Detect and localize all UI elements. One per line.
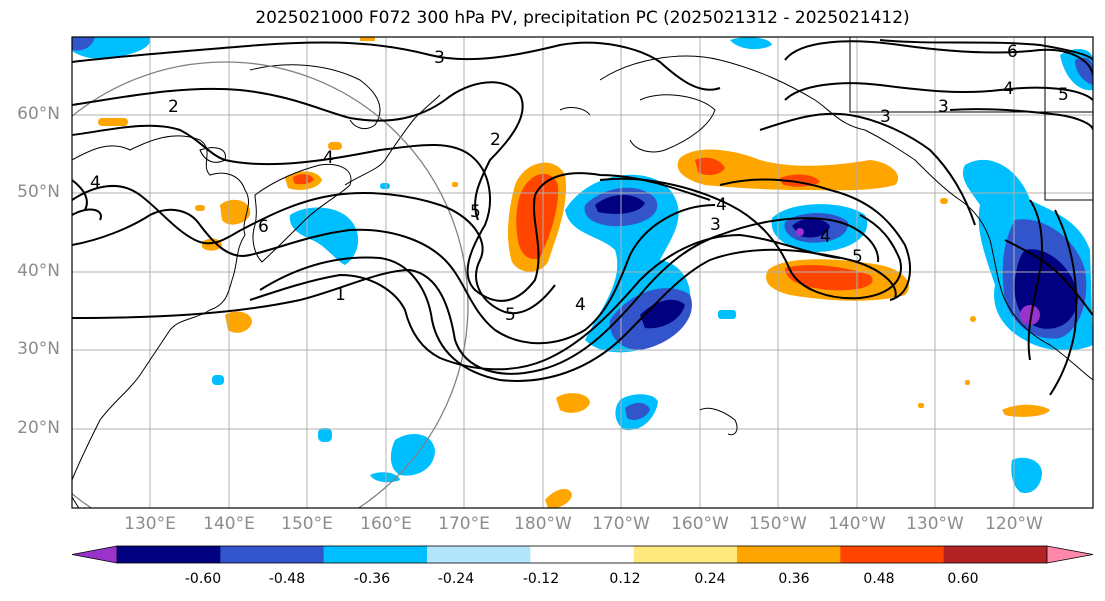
contour-label: 5 xyxy=(470,202,481,222)
contour-label: 4 xyxy=(820,227,831,247)
colorbar-extend-high xyxy=(1047,546,1093,563)
colorbar-segment xyxy=(633,546,738,563)
colorbar-segment xyxy=(117,546,221,563)
contour-label: 4 xyxy=(323,148,334,168)
contour-label: 5 xyxy=(852,247,863,267)
lon-label: 160°E xyxy=(360,514,412,534)
lat-label: 60°N xyxy=(17,104,60,124)
colorbar-segments xyxy=(72,546,1093,563)
lon-label: 170°E xyxy=(438,514,490,534)
colorbar-segment xyxy=(220,546,325,563)
lon-label: 140°E xyxy=(203,514,255,534)
range-circle xyxy=(72,61,469,508)
colorbar-tick-label: 0.24 xyxy=(694,571,726,587)
contour-label: 2 xyxy=(168,97,179,117)
contour-label: 3 xyxy=(434,48,445,68)
contour-label: 4 xyxy=(90,173,101,193)
lat-label: 50°N xyxy=(17,182,60,202)
colorbar-segment xyxy=(943,546,1048,563)
colorbar-segment xyxy=(530,546,635,563)
pv-contours xyxy=(72,39,1093,396)
colorbar-tick-label: -0.36 xyxy=(353,571,391,587)
lat-lon-grid xyxy=(72,37,1093,508)
colorbar-tick-label: -0.60 xyxy=(184,571,222,587)
lat-label: 20°N xyxy=(17,418,60,438)
lon-label: 160°W xyxy=(671,514,729,534)
contour-label: 4 xyxy=(575,295,586,315)
contour-label: 5 xyxy=(1058,85,1069,105)
coastlines xyxy=(72,37,1093,508)
contour-label: 1 xyxy=(335,285,346,305)
colorbar-tick-label: -0.48 xyxy=(268,571,306,587)
lon-label: 170°W xyxy=(592,514,650,534)
colorbar-tick-label: 0.36 xyxy=(778,571,810,587)
colorbar-segment xyxy=(427,546,531,563)
colorbar-segment xyxy=(323,546,428,563)
colorbar-tick-label: -0.12 xyxy=(522,571,560,587)
lon-label: 120°W xyxy=(985,514,1043,534)
lat-label: 40°N xyxy=(17,261,60,281)
lon-label: 180°W xyxy=(514,514,572,534)
colorbar-tick-label: 0.12 xyxy=(609,571,641,587)
contour-label: 2 xyxy=(490,130,501,150)
contour-label: 3 xyxy=(710,215,721,235)
contour-label: 5 xyxy=(505,305,516,325)
contour-label: 3 xyxy=(880,107,891,127)
contour-label: 6 xyxy=(1007,42,1018,62)
contour-label: 6 xyxy=(258,217,269,237)
lon-label: 150°E xyxy=(281,514,333,534)
colorbar-segment xyxy=(737,546,841,563)
colorbar-tick-label: -0.24 xyxy=(437,571,475,587)
colorbar-segment xyxy=(840,546,945,563)
colorbar-tick-label: 0.60 xyxy=(947,571,979,587)
contour-label: 4 xyxy=(1003,79,1014,99)
contour-labels: 3 2 4 5 6 1 2 3 4 5 4 3 5 4 3 6 4 5 4 xyxy=(90,42,1069,325)
lon-label: 140°W xyxy=(828,514,886,534)
contour-label: 3 xyxy=(938,97,949,117)
precip-positive-fills xyxy=(98,37,1050,508)
precip-negative-fills xyxy=(72,37,1093,494)
map-frame xyxy=(71,36,1094,509)
lat-label: 30°N xyxy=(17,339,60,359)
lon-label: 150°W xyxy=(749,514,807,534)
colorbar-extend-low xyxy=(72,546,117,563)
contour-label: 4 xyxy=(716,195,727,215)
map-title: 2025021000 F072 300 hPa PV, precipitatio… xyxy=(255,8,910,28)
lon-label: 130°E xyxy=(124,514,176,534)
lon-label: 130°W xyxy=(906,514,964,534)
colorbar-tick-label: 0.48 xyxy=(863,571,895,587)
